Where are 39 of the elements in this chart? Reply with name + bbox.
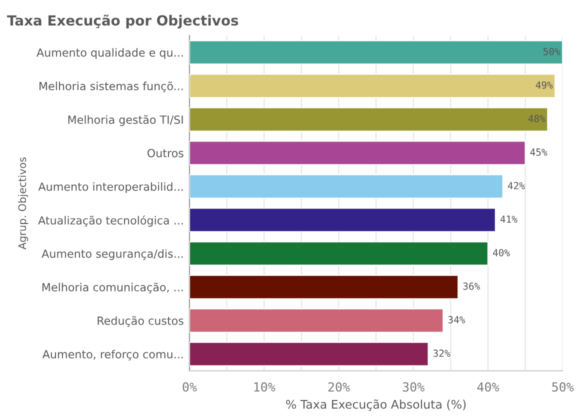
y-tick-label: Redução custos (98, 316, 184, 327)
x-tick-label: 50% (552, 382, 574, 392)
data-label: 50% (543, 48, 560, 56)
bar (189, 342, 429, 366)
bar (189, 274, 459, 300)
data-label: 48% (528, 114, 546, 122)
x-tick-label: 30% (402, 382, 424, 392)
chart-title: Taxa Execução por Objectivos (7, 14, 238, 28)
y-tick-label: Atualização tecnológica ... (38, 216, 183, 227)
data-label: 34% (448, 316, 466, 324)
y-tick-label: Melhoria sistemas funçõ... (40, 81, 183, 92)
y-tick-label: Outros (147, 148, 184, 158)
bar (189, 241, 489, 266)
bar (189, 308, 444, 333)
y-tick-label: Melhoria comunicação, ... (42, 282, 183, 294)
x-tick-label: 40% (477, 382, 500, 392)
y-axis-title: Agrup. Objectivos (18, 157, 28, 250)
x-tick-label: 20% (328, 382, 350, 392)
y-tick-label: Aumento qualidade e qu... (36, 48, 183, 59)
data-label: 36% (463, 282, 480, 290)
bar (189, 74, 556, 98)
x-axis-title: % Taxa Execução Absoluta (%) (286, 399, 466, 411)
data-label: 32% (433, 350, 450, 357)
bar (189, 107, 548, 132)
x-tick-label: 0% (182, 382, 197, 392)
y-tick-label: Aumento interoperabilid... (38, 182, 183, 193)
data-label: 42% (508, 182, 525, 190)
y-tick-label: Aumento segurança/dis... (42, 249, 183, 260)
bar (189, 40, 563, 65)
bar (189, 140, 526, 166)
data-label: 49% (536, 81, 553, 89)
x-tick-label: 10% (254, 382, 276, 392)
y-tick-label: Aumento, reforço comu... (42, 350, 183, 360)
y-tick-label: Melhoria gestão TI/SI (68, 115, 183, 126)
bar (189, 208, 496, 232)
bar (189, 174, 504, 199)
data-label: 40% (492, 248, 510, 256)
data-label: 45% (530, 148, 548, 156)
data-label: 41% (500, 216, 518, 223)
